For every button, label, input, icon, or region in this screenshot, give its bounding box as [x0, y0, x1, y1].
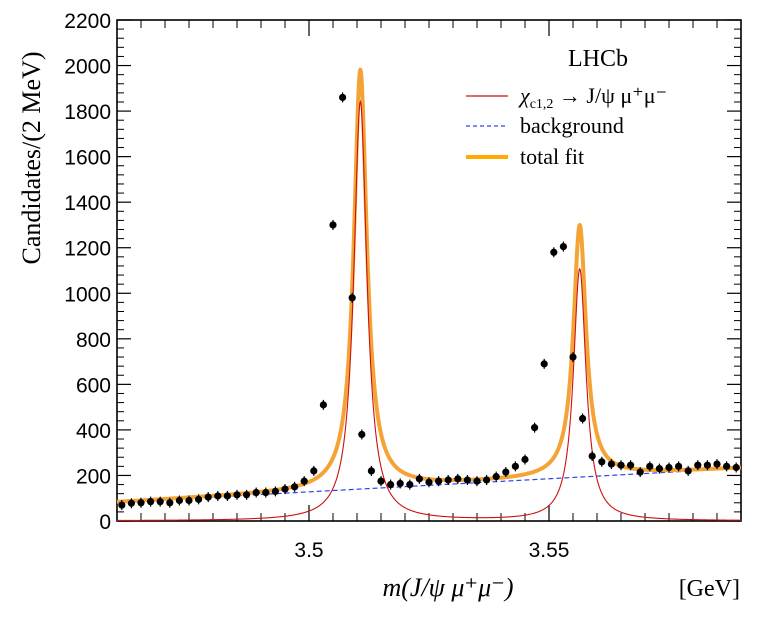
data-point [655, 465, 664, 473]
data-point [569, 353, 577, 361]
y-tick-label: 1200 [64, 238, 111, 261]
data-point [204, 493, 212, 501]
data-point [502, 468, 510, 476]
data-point [694, 461, 702, 469]
data-point [627, 461, 635, 469]
data-point [521, 455, 529, 464]
data-point [310, 467, 318, 475]
data-point [271, 487, 279, 495]
data-point [444, 476, 452, 484]
data-point [147, 498, 155, 506]
data-point [415, 475, 423, 483]
data-point [291, 483, 299, 491]
data-point [588, 452, 596, 460]
data-point [435, 477, 443, 485]
data-point [367, 467, 375, 475]
data-point [636, 468, 644, 476]
x-tick-label: 3.5 [294, 539, 323, 562]
data-point [175, 496, 183, 505]
data-point [377, 477, 385, 485]
fit-curves [115, 67, 743, 522]
data-point [723, 462, 731, 470]
y-tick-label: 0 [99, 511, 111, 534]
data-point [252, 488, 260, 497]
y-tick-label: 1000 [64, 283, 111, 306]
data-point [492, 472, 500, 481]
data-point [387, 480, 395, 489]
data-point [195, 495, 203, 503]
y-axis-label: Candidates/(2 MeV) [17, 51, 46, 264]
data-point [617, 461, 625, 469]
data-point [579, 414, 587, 423]
data-point [684, 467, 692, 475]
y-tick-label: 2200 [64, 10, 111, 33]
experiment-label: LHCb [568, 46, 628, 72]
data-point [406, 480, 414, 489]
y-tick-label: 1400 [64, 192, 111, 215]
plot-axes [116, 19, 742, 522]
data-point [185, 496, 193, 505]
y-tick-label: 1600 [64, 147, 111, 170]
data-point [511, 462, 519, 470]
data-point [598, 458, 606, 466]
data-point [531, 424, 539, 432]
data-point [550, 248, 558, 256]
y-tick-label: 800 [76, 329, 111, 352]
data-point [300, 477, 308, 485]
data-point [118, 501, 126, 509]
data-point [732, 463, 740, 472]
data-point [425, 478, 433, 486]
data-point [214, 492, 222, 500]
x-axis-label: m(J/ψ μ⁺μ⁻) [382, 573, 513, 602]
y-tick-label: 1800 [64, 101, 111, 124]
data-point [137, 499, 145, 507]
data-point [665, 463, 673, 472]
legend-signal-label: χc1,2 → J/ψ μ⁺μ⁻ [518, 83, 667, 112]
data-point [243, 491, 251, 499]
data-point [454, 475, 462, 483]
data-point [127, 499, 135, 507]
data-point [607, 460, 616, 468]
data-points [118, 92, 740, 511]
data-point [473, 477, 481, 485]
data-point [675, 462, 683, 470]
data-point [166, 499, 174, 507]
x-axis-unit: [GeV] [679, 576, 740, 602]
y-tick-label: 200 [76, 465, 111, 488]
legend-background-label: background [520, 113, 624, 138]
signal-curve [117, 99, 741, 522]
data-point [396, 479, 404, 488]
data-point [483, 476, 491, 484]
data-point [463, 476, 471, 484]
x-tick-label: 3.55 [529, 539, 570, 562]
data-point [156, 498, 164, 506]
tick-labels: 0 200 400 600 800 1000 1200 1400 1600 1800 2000 220… [64, 10, 569, 562]
data-point [646, 462, 654, 470]
data-point [540, 360, 548, 368]
legend: LHCb χc1,2 → J/ψ μ⁺μ⁻ background total f… [466, 46, 667, 169]
data-point [223, 492, 231, 500]
data-point [339, 93, 347, 102]
data-point [262, 488, 270, 497]
total-fit-curve [115, 67, 743, 504]
data-point [559, 242, 568, 251]
data-point [233, 491, 241, 499]
legend-total-label: total fit [520, 144, 584, 169]
y-tick-label: 2000 [64, 56, 111, 79]
data-point [713, 460, 721, 468]
data-point [329, 221, 337, 229]
data-point [319, 401, 327, 409]
y-tick-label: 400 [76, 420, 111, 443]
y-tick-label: 600 [76, 374, 111, 397]
data-point [703, 461, 712, 469]
data-point [348, 294, 356, 302]
data-point [358, 430, 366, 439]
data-point [281, 485, 289, 493]
